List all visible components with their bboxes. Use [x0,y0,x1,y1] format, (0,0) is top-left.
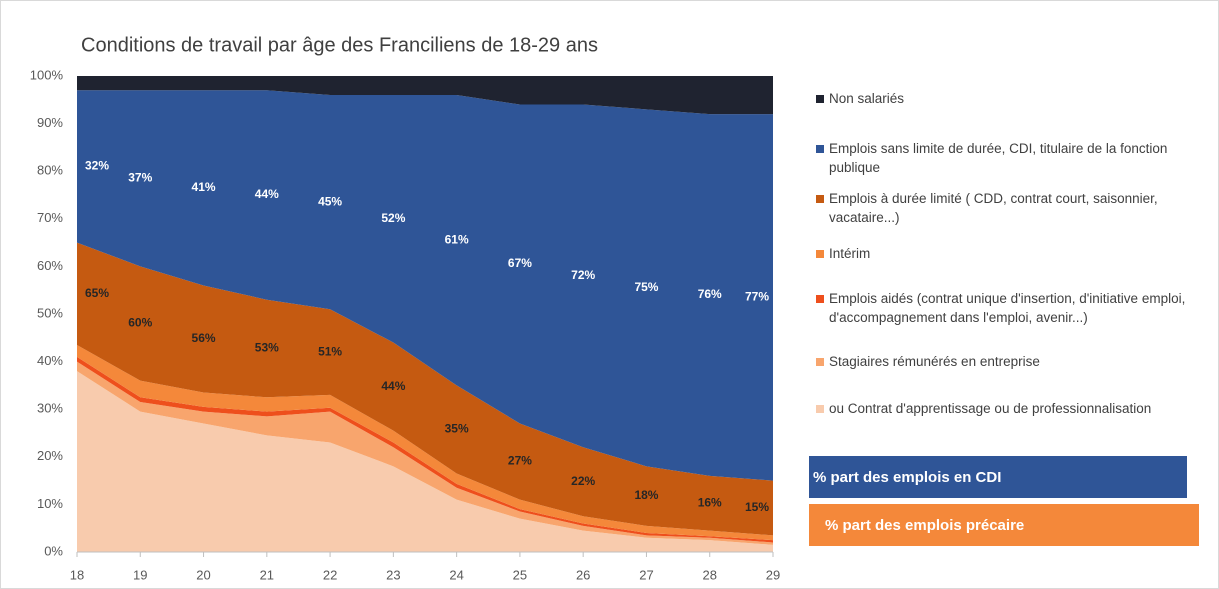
data-label: 45% [318,194,342,208]
data-label: 44% [255,187,279,201]
annotation-box: % part des emplois précaire [809,504,1199,546]
y-tick-label: 90% [37,115,63,130]
data-label: 37% [128,171,152,185]
data-label: 56% [192,331,216,345]
data-label: 41% [192,180,216,194]
y-tick-label: 20% [37,448,63,463]
legend-label: Intérim [829,246,871,261]
y-tick-label: 60% [37,258,63,273]
chart: Conditions de travail par âge des Franci… [30,34,780,582]
y-tick-label: 40% [37,353,63,368]
x-tick-label: 28 [702,567,716,582]
area [77,371,773,552]
data-label: 51% [318,344,342,358]
legend-swatch [816,405,824,413]
legend-swatch [816,250,824,258]
data-label: 60% [128,316,152,330]
data-label: 76% [698,287,722,301]
x-tick-label: 25 [513,567,527,582]
data-label: 53% [255,341,279,355]
legend-swatch [816,295,824,303]
data-label: 75% [634,280,658,294]
data-label: 22% [571,474,595,488]
x-tick-label: 24 [449,567,463,582]
x-tick-label: 20 [196,567,210,582]
legend-label: Emplois à durée limité ( CDD, contrat co… [829,191,1158,225]
x-tick-label: 18 [70,567,84,582]
legend-swatch [816,95,824,103]
legend-item: Emplois aidés (contrat unique d'insertio… [816,289,1186,327]
x-tick-label: 22 [323,567,337,582]
area [77,76,773,115]
data-label: 72% [571,268,595,282]
legend-item: Stagiaires rémunérés en entreprise [816,352,1186,371]
y-tick-label: 80% [37,163,63,178]
data-label: 77% [745,290,769,304]
data-label: 61% [445,232,469,246]
legend-swatch [816,358,824,366]
y-tick-label: 30% [37,401,63,416]
x-tick-label: 26 [576,567,590,582]
y-tick-label: 0% [44,543,63,558]
area [77,242,773,536]
x-tick-label: 23 [386,567,400,582]
x-tick-label: 29 [766,567,780,582]
area [77,90,773,481]
y-tick-label: 70% [37,210,63,225]
data-label: 35% [445,422,469,436]
legend-label: ou Contrat d'apprentissage ou de profess… [829,401,1152,416]
y-tick-label: 10% [37,496,63,511]
legend-swatch [816,145,824,153]
data-label: 65% [85,286,109,300]
annotation-box: % part des emplois en CDI [809,456,1187,498]
legend-label: Emplois aidés (contrat unique d'insertio… [829,291,1186,325]
data-label: 18% [634,488,658,502]
data-label: 67% [508,256,532,270]
legend-item: ou Contrat d'apprentissage ou de profess… [816,399,1186,418]
legend-swatch [816,195,824,203]
data-label: 32% [85,159,109,173]
y-tick-label: 50% [37,305,63,320]
legend-item: Non salariés [816,89,1186,108]
x-tick-label: 27 [639,567,653,582]
chart-title: Conditions de travail par âge des Franci… [81,34,598,56]
legend-label: Emplois sans limite de durée, CDI, titul… [829,141,1168,175]
legend-item: Emplois à durée limité ( CDD, contrat co… [816,189,1186,227]
data-label: 44% [381,379,405,393]
y-tick-label: 100% [30,67,64,82]
data-label: 52% [381,211,405,225]
legend-item: Emplois sans limite de durée, CDI, titul… [816,139,1186,177]
x-tick-label: 19 [133,567,147,582]
legend-label: Stagiaires rémunérés en entreprise [829,354,1040,369]
legend-label: Non salariés [829,91,905,106]
data-label: 27% [508,454,532,468]
data-label: 16% [698,495,722,509]
x-tick-label: 21 [260,567,274,582]
legend-item: Intérim [816,244,1186,263]
data-label: 15% [745,500,769,514]
